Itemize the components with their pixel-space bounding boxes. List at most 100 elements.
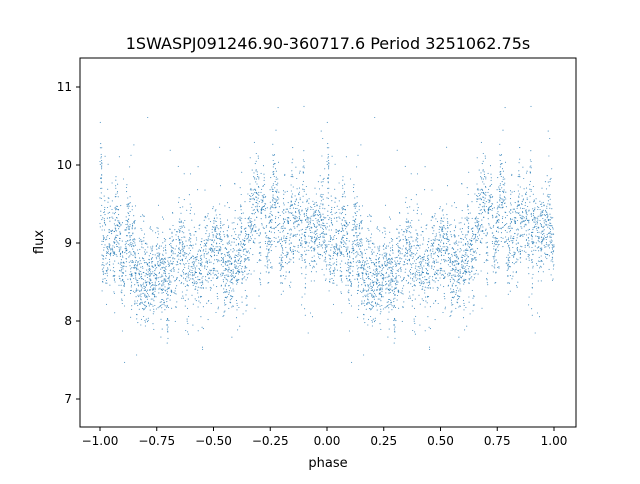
data-point	[141, 302, 143, 304]
data-point	[546, 195, 548, 197]
data-point	[320, 226, 322, 228]
data-point	[334, 250, 336, 252]
data-point	[245, 279, 247, 281]
data-point	[175, 264, 177, 266]
data-point	[331, 200, 333, 202]
data-point	[340, 275, 342, 277]
data-point	[464, 236, 466, 238]
data-point	[440, 251, 442, 253]
data-point	[506, 269, 508, 271]
data-point	[480, 172, 482, 174]
data-point	[186, 289, 188, 291]
data-point	[311, 256, 313, 258]
data-point	[109, 253, 111, 255]
data-point	[333, 252, 335, 255]
data-point	[280, 227, 282, 229]
data-point	[267, 260, 269, 262]
data-point	[131, 267, 133, 269]
data-point	[105, 251, 108, 253]
data-point	[170, 260, 172, 262]
data-point	[552, 253, 554, 255]
data-point	[326, 147, 328, 149]
data-point	[247, 250, 250, 252]
data-point	[519, 251, 522, 253]
data-point	[283, 219, 285, 221]
data-point	[540, 212, 542, 215]
data-point	[131, 227, 133, 229]
data-point	[135, 257, 137, 259]
data-point	[413, 318, 415, 320]
data-point	[549, 207, 551, 209]
data-point	[271, 266, 273, 268]
data-point	[441, 259, 443, 261]
data-point	[399, 276, 402, 278]
data-point	[357, 316, 359, 318]
data-point	[271, 240, 273, 242]
data-point	[126, 235, 128, 237]
data-point	[319, 234, 321, 236]
data-point	[477, 189, 479, 191]
data-point	[216, 277, 218, 280]
data-point	[493, 245, 495, 247]
data-point	[325, 261, 327, 263]
data-point	[244, 240, 246, 242]
data-point	[494, 267, 496, 269]
data-point	[153, 328, 155, 330]
data-point	[246, 267, 248, 269]
data-point	[420, 226, 422, 228]
data-point	[282, 252, 284, 255]
data-point	[242, 212, 244, 214]
data-point	[544, 218, 546, 221]
data-point	[414, 267, 416, 269]
data-point	[338, 230, 340, 232]
data-point	[254, 177, 256, 179]
data-point	[213, 263, 215, 265]
data-point	[278, 198, 280, 200]
data-point	[232, 248, 234, 250]
data-point	[349, 280, 351, 282]
data-point	[407, 221, 409, 223]
data-point	[352, 229, 354, 231]
data-point	[478, 169, 480, 171]
data-point	[509, 256, 511, 258]
data-point	[205, 258, 207, 260]
data-point	[203, 239, 205, 241]
data-point	[357, 279, 359, 281]
data-point	[158, 257, 160, 259]
data-point	[498, 243, 500, 246]
data-point	[507, 245, 509, 247]
data-point	[464, 270, 466, 272]
data-point	[391, 305, 393, 307]
data-point	[432, 239, 434, 241]
data-point	[324, 168, 326, 170]
data-point	[446, 214, 448, 216]
data-point	[448, 252, 450, 255]
data-point	[250, 273, 252, 275]
data-point	[262, 209, 265, 211]
data-point	[524, 224, 526, 226]
data-point	[227, 271, 229, 273]
data-point	[339, 254, 341, 256]
data-point	[378, 265, 380, 267]
data-point	[242, 247, 244, 249]
data-point	[496, 215, 498, 217]
data-point	[236, 267, 238, 269]
data-point	[348, 292, 350, 294]
data-point	[504, 107, 506, 109]
data-point	[105, 263, 107, 265]
data-point	[210, 287, 212, 289]
data-point	[178, 268, 180, 270]
data-point	[294, 207, 297, 210]
data-point	[300, 237, 302, 239]
data-point	[535, 235, 537, 237]
data-point	[328, 268, 330, 270]
data-point	[499, 166, 501, 168]
data-point	[134, 264, 136, 266]
data-point	[332, 303, 335, 305]
data-point	[455, 255, 457, 257]
data-point	[549, 194, 551, 196]
data-point	[171, 263, 173, 265]
data-point	[180, 252, 182, 254]
data-point	[99, 222, 101, 224]
data-point	[109, 269, 111, 271]
